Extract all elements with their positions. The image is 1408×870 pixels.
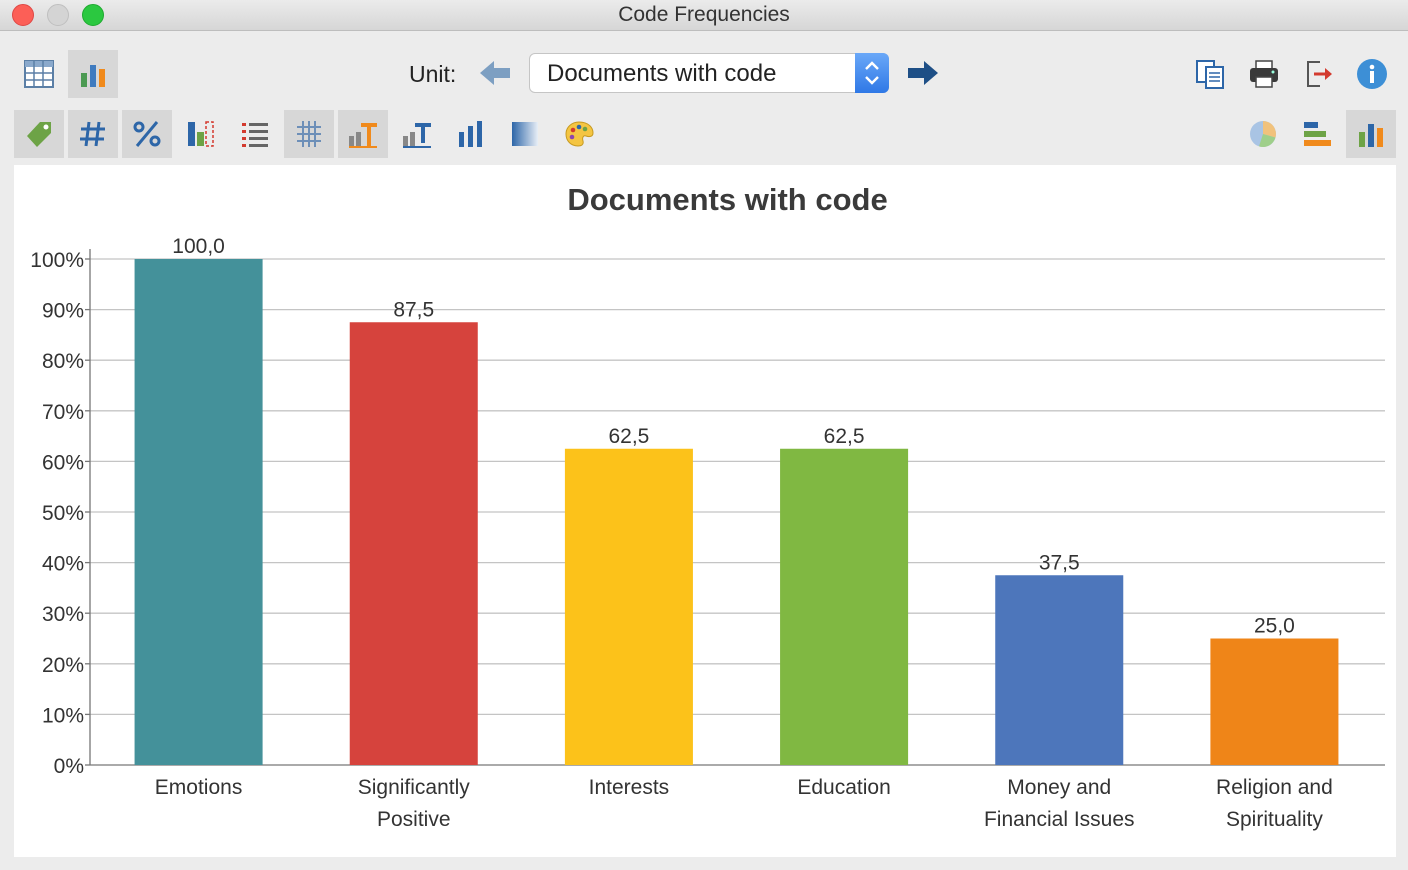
gradient-icon — [512, 122, 538, 146]
minimize-window-button[interactable] — [47, 4, 69, 26]
unit-select-stepper[interactable] — [855, 53, 889, 93]
next-unit-button[interactable] — [906, 58, 940, 93]
bar-value-label: 62,5 — [824, 425, 865, 448]
bars-icon — [459, 121, 482, 147]
table-view-icon — [24, 60, 54, 88]
horizontal-bar-icon — [1304, 122, 1331, 146]
tag-icon — [27, 122, 51, 147]
y-tick-label: 60% — [42, 451, 84, 474]
y-tick-label: 0% — [54, 755, 84, 778]
pie-chart-icon — [1250, 121, 1276, 148]
window-title: Code Frequencies — [618, 3, 790, 26]
x-tick-label: Positive — [377, 808, 451, 831]
pie-chart-button[interactable] — [1238, 110, 1288, 158]
colors-button[interactable] — [554, 110, 604, 158]
bar-chart: Documents with code 0% 10% 20% 30% 40% 50% 60% 7… — [30, 182, 1385, 831]
x-tick-label: Interests — [589, 776, 670, 799]
info-button[interactable] — [1347, 50, 1397, 98]
y-tick-label: 30% — [42, 603, 84, 626]
bar-value-label: 25,0 — [1254, 615, 1295, 638]
list-icon — [242, 123, 268, 147]
arrow-left-icon — [480, 61, 510, 85]
x-tick-label: Spirituality — [1226, 808, 1323, 831]
y-tick-label: 10% — [42, 704, 84, 727]
bar-style-button[interactable] — [446, 110, 496, 158]
close-window-button[interactable] — [12, 4, 34, 26]
bar — [564, 448, 693, 765]
bar-value-label: 100,0 — [172, 235, 225, 258]
x-tick-label: Emotions — [155, 776, 243, 799]
bar — [780, 448, 909, 765]
vertical-bar-button[interactable] — [1346, 110, 1396, 158]
bar — [1210, 638, 1339, 765]
y-tick-label: 90% — [42, 300, 84, 323]
x-tick-label: Significantly — [358, 776, 471, 799]
chart-view-button[interactable] — [68, 50, 118, 98]
chart-text-icon — [349, 123, 377, 148]
arrow-right-icon — [908, 61, 938, 85]
data-labels-button[interactable] — [392, 110, 442, 158]
missing-values-button[interactable] — [176, 110, 226, 158]
copy-button[interactable] — [1185, 50, 1235, 98]
unit-label: Unit: — [409, 61, 457, 87]
chart-title-button[interactable] — [338, 110, 388, 158]
absolute-values-button[interactable] — [68, 110, 118, 158]
export-button[interactable] — [1293, 50, 1343, 98]
table-view-button[interactable] — [14, 50, 64, 98]
grid-icon — [297, 121, 321, 147]
print-button[interactable] — [1239, 50, 1289, 98]
legend-button[interactable] — [230, 110, 280, 158]
chart-label-icon — [403, 123, 431, 148]
bar-value-label: 62,5 — [608, 425, 649, 448]
chevron-updown-icon — [865, 61, 879, 85]
bar — [134, 259, 263, 765]
export-icon — [1307, 61, 1332, 87]
y-tick-label: 100% — [30, 249, 84, 272]
bar-value-label: 37,5 — [1039, 551, 1080, 574]
y-tick-label: 80% — [42, 350, 84, 373]
chart-area: Documents with code 0% 10% 20% 30% 40% 50% 60% 7… — [14, 165, 1396, 857]
bar-value-label: 87,5 — [393, 298, 434, 321]
info-icon — [1357, 59, 1387, 89]
bar — [349, 322, 478, 765]
x-tick-label: Religion and — [1216, 776, 1333, 799]
chart-view-icon — [81, 65, 105, 87]
bar — [995, 575, 1124, 765]
gridlines-button[interactable] — [284, 110, 334, 158]
percent-values-button[interactable] — [122, 110, 172, 158]
x-tick-label: Financial Issues — [984, 808, 1135, 831]
title-bar: Code Frequencies — [0, 0, 1408, 31]
code-labels-button[interactable] — [14, 110, 64, 158]
x-tick-label: Money and — [1007, 776, 1111, 799]
x-tick-label: Education — [797, 776, 890, 799]
zoom-window-button[interactable] — [82, 4, 104, 26]
previous-unit-button[interactable] — [478, 58, 512, 93]
vertical-bar-icon — [1359, 124, 1383, 147]
unit-select[interactable]: Documents with code — [529, 53, 889, 93]
y-tick-label: 50% — [42, 502, 84, 525]
y-tick-label: 40% — [42, 553, 84, 576]
gradient-button[interactable] — [500, 110, 550, 158]
copy-icon — [1196, 60, 1224, 89]
y-tick-label: 20% — [42, 654, 84, 677]
horizontal-bar-button[interactable] — [1292, 110, 1342, 158]
unit-select-value: Documents with code — [547, 60, 777, 87]
chart-title: Documents with code — [567, 182, 887, 217]
palette-icon — [565, 121, 594, 147]
bar-outline-icon — [188, 121, 214, 147]
hash-icon — [80, 121, 105, 147]
percent-icon — [133, 121, 161, 147]
y-tick-label: 70% — [42, 401, 84, 424]
print-icon — [1250, 60, 1278, 88]
